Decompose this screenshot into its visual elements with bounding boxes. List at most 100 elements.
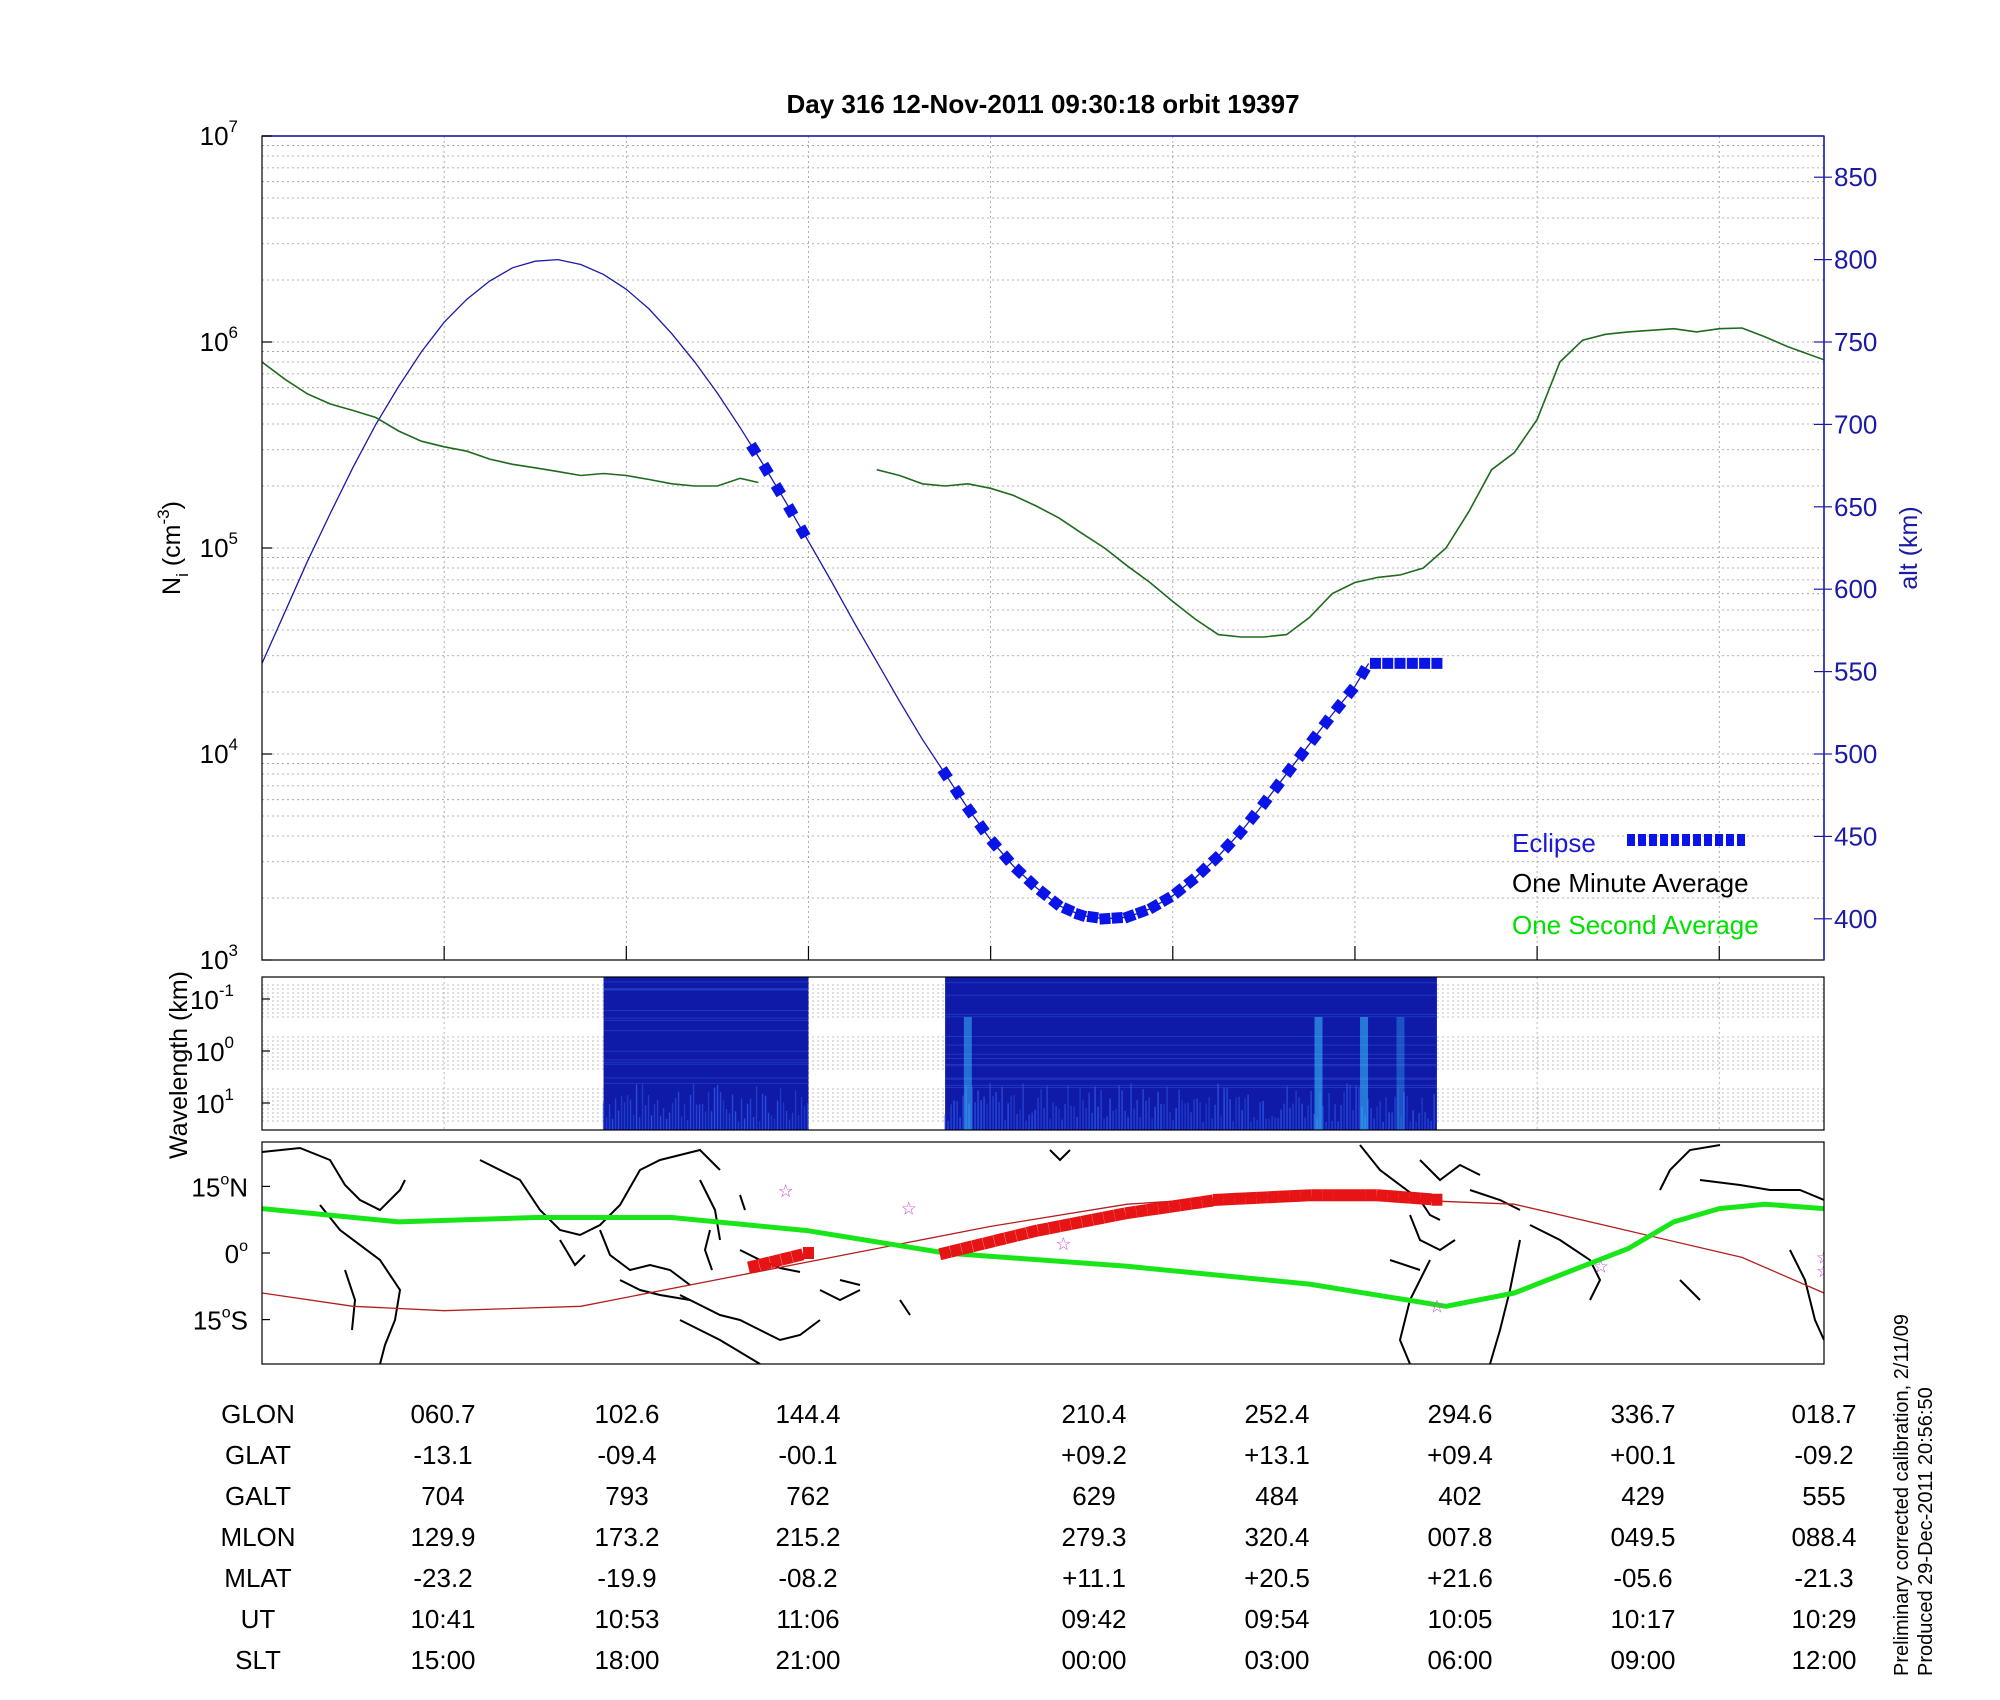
eclipse-marker (1023, 874, 1039, 891)
coastline (899, 1299, 911, 1316)
eclipse-marker (1269, 778, 1285, 794)
coastline (1398, 1259, 1431, 1364)
star-marker: ☆ (778, 1181, 794, 1201)
coastline (739, 1194, 746, 1211)
eclipse-track-marker (1299, 1189, 1312, 1202)
ephemeris-cell: 018.7 (1791, 1399, 1856, 1429)
legend-eclipse-marker (1649, 834, 1657, 846)
coastline (1409, 1214, 1456, 1252)
eclipse-marker (783, 503, 799, 519)
ephemeris-cell: 00:00 (1061, 1645, 1126, 1675)
coastline (559, 1239, 586, 1267)
coastlines (262, 1144, 1824, 1364)
ephemeris-cell: +09.4 (1427, 1440, 1493, 1470)
ephemeris-cell: 144.4 (775, 1399, 840, 1429)
density-y-tick-base: 10 (200, 533, 229, 563)
ephemeris-cell: +20.5 (1244, 1563, 1310, 1593)
ephemeris-cell: 279.3 (1061, 1522, 1126, 1552)
satellite-track (262, 1201, 1824, 1309)
ephemeris-cell: 09:00 (1610, 1645, 1675, 1675)
eclipse-track-marker (1256, 1191, 1268, 1204)
eclipse-marker (1343, 683, 1359, 700)
ephemeris-cell: +13.1 (1244, 1440, 1310, 1470)
ephemeris-cell: 402 (1438, 1481, 1481, 1511)
footnote-calibration: Preliminary corrected calibration, 2/11/… (1891, 1314, 1913, 1676)
eclipse-marker (1122, 909, 1137, 924)
density-y-tick-label: 103 (200, 941, 238, 975)
eclipse-marker (1281, 762, 1298, 778)
coastline (1489, 1239, 1521, 1364)
legend-eclipse-marker (1726, 834, 1734, 846)
eclipse-marker (1431, 657, 1443, 669)
ephemeris-cell: 09:42 (1061, 1604, 1126, 1634)
eclipse-marker (1099, 912, 1111, 925)
eclipse-track-marker (1387, 1190, 1400, 1203)
density-line (876, 327, 1824, 638)
eclipse-track-marker (982, 1235, 996, 1250)
density-y-tick-exp: 7 (229, 117, 238, 136)
ephemeris-row-label: GLON (221, 1399, 295, 1429)
eclipse-track-marker (1135, 1204, 1149, 1218)
eclipse-track-marker (1267, 1190, 1279, 1204)
density-y-tick-exp: 3 (229, 941, 238, 960)
coastline (1359, 1144, 1441, 1221)
spectrogram-bright-streak (1360, 1017, 1369, 1130)
eclipse-track-marker (1102, 1209, 1116, 1224)
eclipse-track-marker (960, 1240, 974, 1255)
eclipse-marker (1293, 746, 1310, 762)
spectrogram-y-tick-label: 101 (196, 1085, 234, 1119)
altitude-y-tick-label: 400 (1834, 904, 1877, 934)
ephemeris-row-label: UT (241, 1604, 276, 1634)
eclipse-track-marker (949, 1243, 963, 1258)
eclipse-track-marker (1365, 1189, 1377, 1202)
ephemeris-cell: 10:41 (410, 1604, 475, 1634)
ephemeris-cell: 484 (1255, 1481, 1298, 1511)
legend-eclipse-marker (1704, 834, 1712, 846)
ephemeris-cell: 088.4 (1791, 1522, 1856, 1552)
star-markers: ☆☆☆☆☆ ☆☆ (778, 1181, 1824, 1316)
ephemeris-row-label: GALT (225, 1481, 291, 1511)
density-y-tick-label: 104 (200, 735, 238, 769)
eclipse-track-marker (1014, 1227, 1029, 1242)
ephemeris-cell: -09.4 (597, 1440, 656, 1470)
eclipse-marker (1330, 698, 1347, 715)
ephemeris-cell: -08.2 (778, 1563, 837, 1593)
legend-eclipse-swatch (1627, 834, 1745, 846)
map-y-tick-degree: 15 (193, 1306, 222, 1336)
eclipse-track-marker (1047, 1220, 1061, 1235)
coastline (839, 1279, 861, 1286)
density-y-tick-label: 107 (200, 117, 238, 151)
coastline (699, 1179, 721, 1241)
eclipse-marker (962, 803, 978, 819)
density-y-tick-base: 10 (200, 945, 229, 975)
eclipse-track-marker (1354, 1189, 1366, 1202)
coastline (344, 1269, 357, 1331)
ephemeris-cell: 007.8 (1427, 1522, 1492, 1552)
legend-eclipse-label: Eclipse (1512, 828, 1596, 858)
coastline (1419, 1159, 1481, 1182)
map-y-tick-degree-sign: o (220, 1171, 229, 1188)
ephemeris-cell: -19.9 (597, 1563, 656, 1593)
coastline (1389, 1259, 1421, 1271)
star-marker: ☆ (1593, 1256, 1609, 1276)
ephemeris-cell: +09.2 (1061, 1440, 1127, 1470)
ephemeris-cell: 11:06 (776, 1604, 839, 1634)
legend-eclipse-marker (1682, 834, 1690, 846)
ephemeris-cell: 21:00 (775, 1645, 840, 1675)
coastline (1659, 1144, 1721, 1191)
altitude-y-tick-label: 500 (1834, 739, 1877, 769)
eclipse-track-marker (1201, 1194, 1214, 1209)
legend-eclipse-marker (1715, 834, 1723, 846)
eclipse-track-marker (1003, 1229, 1018, 1245)
eclipse-track-marker (1431, 1193, 1443, 1206)
eclipse-track-marker (1113, 1207, 1127, 1222)
legend-eclipse-marker (1660, 834, 1668, 846)
map-y-tick-degree-sign: o (222, 1305, 231, 1322)
ephemeris-cell: 762 (786, 1481, 829, 1511)
density-y-label-sub: i (173, 573, 192, 577)
eclipse-track-marker (1289, 1189, 1301, 1203)
ephemeris-cell: 03:00 (1244, 1645, 1309, 1675)
eclipse-track-marker (1223, 1192, 1236, 1206)
